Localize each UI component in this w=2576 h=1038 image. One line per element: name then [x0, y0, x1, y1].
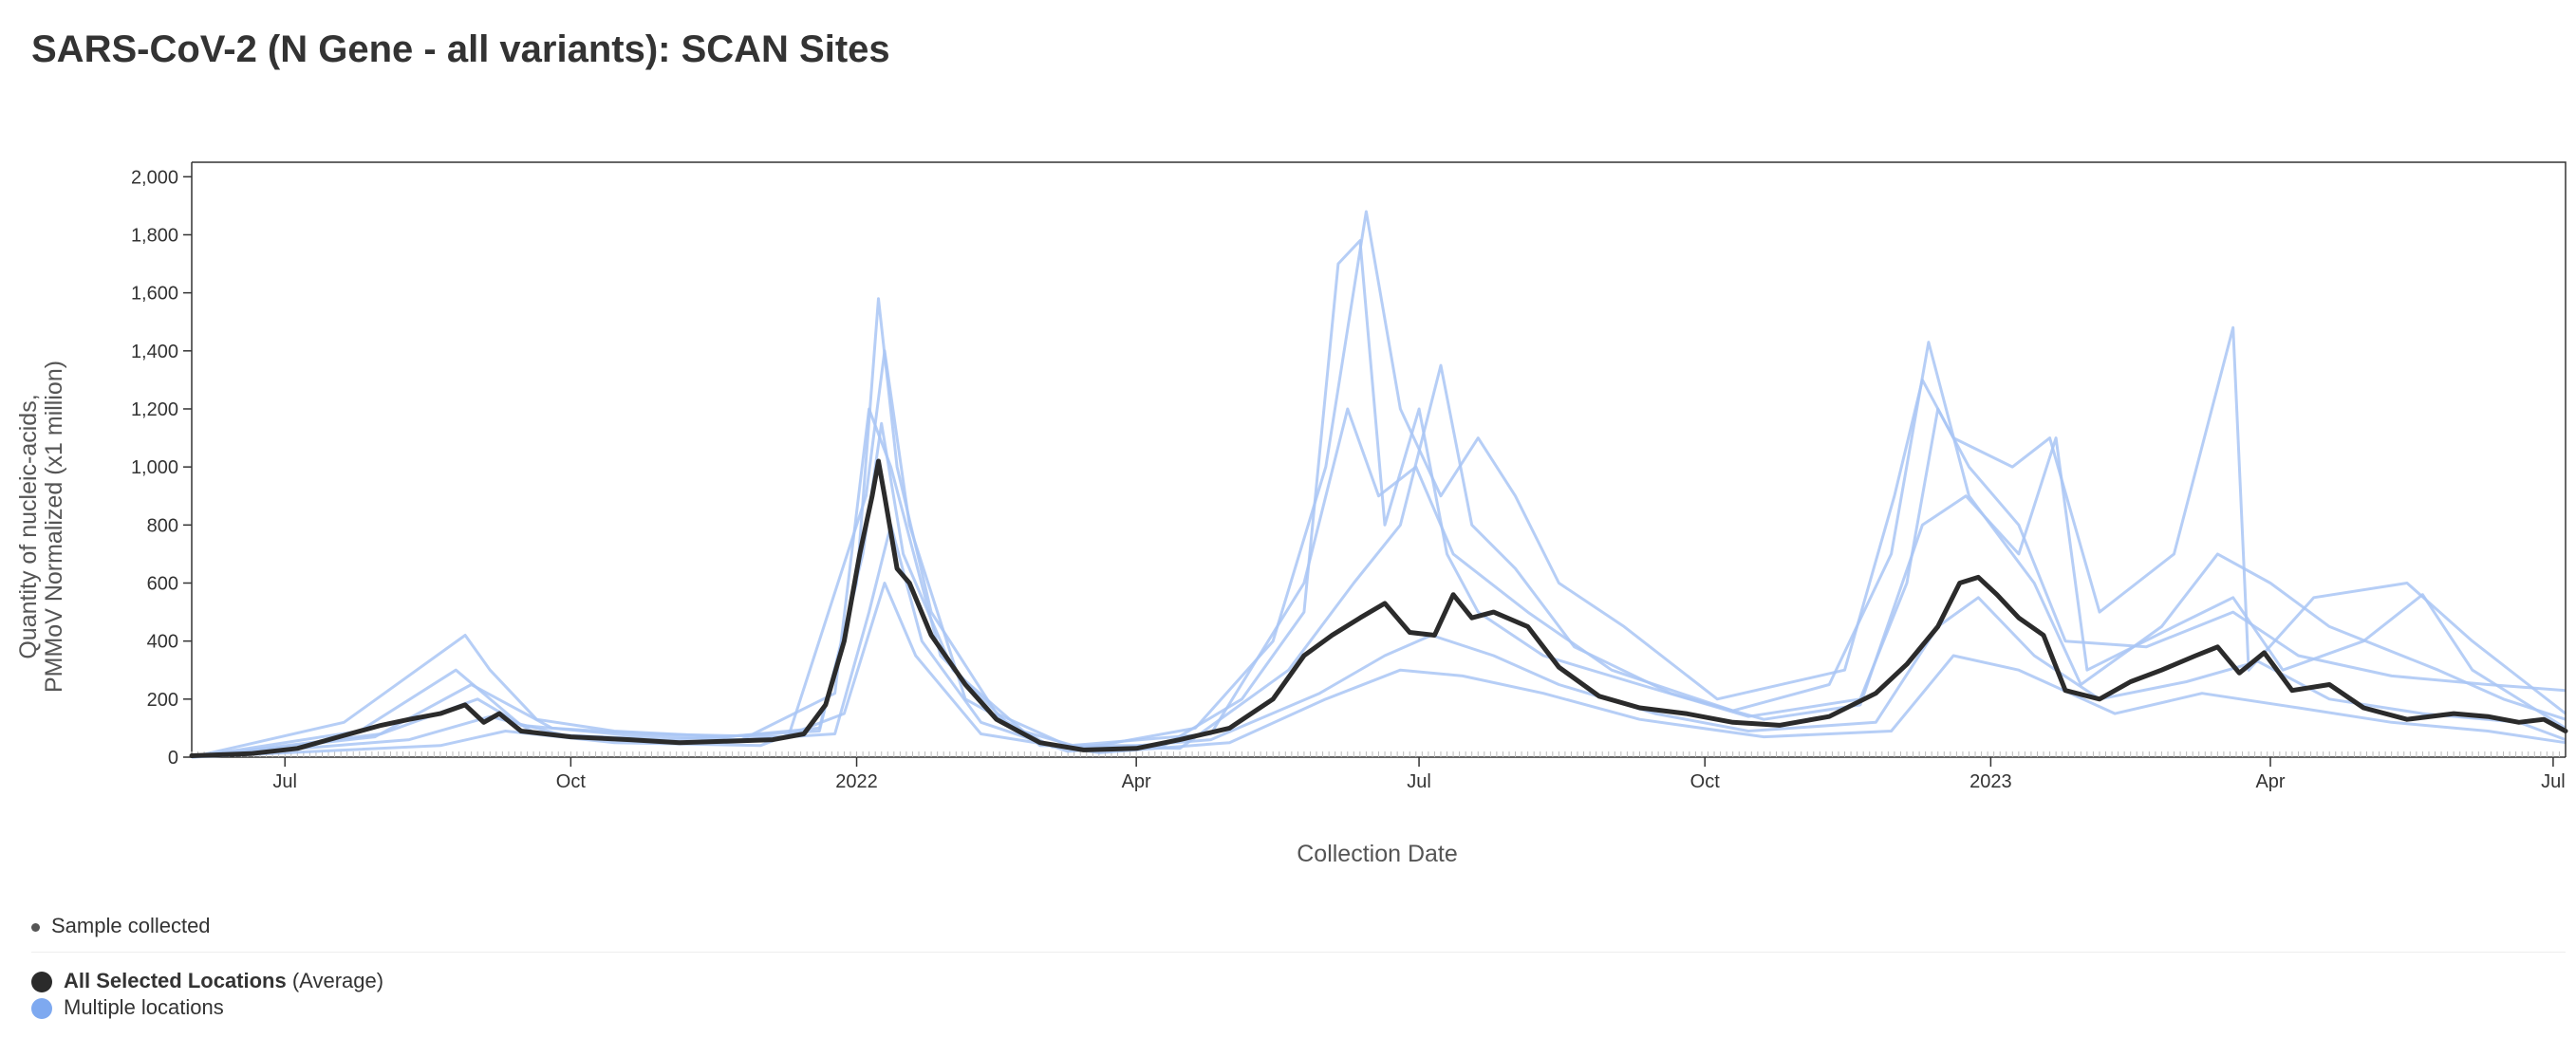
legend-divider: [31, 952, 2566, 953]
y-tick-label: 1,600: [131, 284, 178, 305]
y-axis-title-line-2: PMMoV Normalized (x1 million): [41, 361, 67, 693]
legend-sample-collected: Sample collected: [31, 914, 211, 938]
y-tick-label: 1,000: [131, 457, 178, 478]
location-line: [191, 523, 2567, 759]
plot-border: [192, 161, 2567, 757]
average-series: [189, 458, 2568, 758]
x-axis-title: Collection Date: [1297, 841, 1458, 867]
chart-title: SARS-CoV-2 (N Gene - all variants): SCAN…: [31, 28, 890, 70]
locations-dot-icon: [31, 998, 52, 1020]
x-axis: Jul Oct 2022 Apr Jul Oct 2023 Apr Jul: [191, 751, 2567, 792]
legend-average-label: All Selected Locations: [64, 969, 287, 992]
y-axis: 0 200 400 600 800 1,000 1,200 1,400 1,600 1,800 2,…: [131, 162, 193, 769]
y-tick-label: 1,800: [131, 225, 178, 246]
location-line: [191, 363, 2567, 759]
y-tick-label: 200: [147, 690, 178, 711]
sample-dot-icon: [31, 922, 40, 932]
y-tick-label: 2,000: [131, 167, 178, 188]
legend-sample-label: Sample collected: [51, 914, 211, 937]
legend-multiple-label: Multiple locations: [64, 995, 224, 1019]
y-tick-label: 1,400: [131, 342, 178, 362]
x-tick-label: Oct: [1690, 771, 1721, 792]
legend-average[interactable]: All Selected Locations (Average): [31, 969, 383, 993]
y-tick-label: 400: [147, 632, 178, 653]
y-tick-label: 1,200: [131, 399, 178, 420]
x-tick-label: Apr: [2255, 771, 2285, 792]
legend-average-suffix: (Average): [291, 969, 384, 992]
x-tick-label: Jul: [272, 771, 297, 792]
multiple-locations-series: [191, 210, 2567, 759]
x-tick-label: Oct: [556, 771, 587, 792]
average-dot-icon: [31, 972, 52, 993]
x-tick-label: Apr: [1122, 771, 1151, 792]
x-tick-label: 2023: [1969, 771, 2012, 792]
x-tick-label: Jul: [1407, 771, 1431, 792]
y-axis-title-line-1: Quantity of nucleic-acids,: [15, 394, 42, 658]
x-tick-label: Jul: [2541, 771, 2566, 792]
y-tick-label: 600: [147, 573, 178, 594]
y-tick-label: 0: [168, 748, 178, 769]
plot-frame: [192, 161, 2567, 757]
location-line: [191, 341, 2567, 759]
legend-multiple-locations[interactable]: Multiple locations: [31, 995, 224, 1020]
location-line: [191, 210, 2567, 759]
y-tick-label: 800: [147, 515, 178, 536]
x-tick-label: 2022: [835, 771, 878, 792]
average-line: [189, 458, 2568, 758]
